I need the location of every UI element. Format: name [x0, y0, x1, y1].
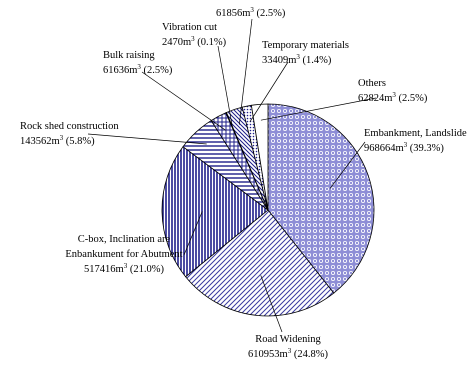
slice-label-2-0: C-box, Inclination are — [78, 234, 171, 245]
slice-value-0: 968664m3 (39.3%) — [364, 141, 444, 154]
slice-value-8: 62824m3 (2.5%) — [358, 91, 428, 104]
pie-slice-1 — [185, 209, 335, 317]
slice-label-7-0: Temporary materials — [262, 40, 349, 51]
slice-label-4-0: Bulk raising — [103, 50, 155, 61]
slice-label-3-0: Rock shed construction — [20, 121, 119, 132]
slice-value-5: 2470m3 (0.1%) — [162, 35, 227, 48]
leader-line-8 — [260, 97, 377, 121]
leader-line-5 — [217, 45, 233, 128]
slice-value-6: 61856m3 (2.5%) — [216, 6, 286, 19]
slice-value-4: 61636m3 (2.5%) — [103, 63, 173, 76]
slice-label-5-0: Vibration cut — [162, 22, 217, 33]
slice-label-1-0: Road Widening — [255, 334, 321, 345]
leader-line-1 — [260, 275, 283, 333]
pie-slice-0 — [267, 103, 375, 294]
slice-value-3: 143562m3 (5.8%) — [20, 134, 95, 147]
leader-line-2 — [183, 211, 203, 256]
leader-line-6 — [238, 18, 253, 125]
slice-label-8-0: Others — [358, 78, 386, 89]
pie-slice-8 — [250, 103, 269, 211]
slice-label-2-1: Enbankument for Abutment — [65, 249, 182, 260]
leader-line-3 — [87, 133, 207, 145]
slice-label-0-0: Embankment, Landslide — [364, 128, 467, 139]
slice-value-1: 610953m3 (24.8%) — [248, 347, 328, 360]
leader-line-7 — [249, 61, 289, 122]
leader-line-4 — [141, 71, 227, 131]
leader-line-0 — [329, 141, 366, 189]
slice-value-7: 33409m3 (1.4%) — [262, 53, 332, 66]
slice-value-2: 517416m3 (21.0%) — [84, 262, 164, 275]
